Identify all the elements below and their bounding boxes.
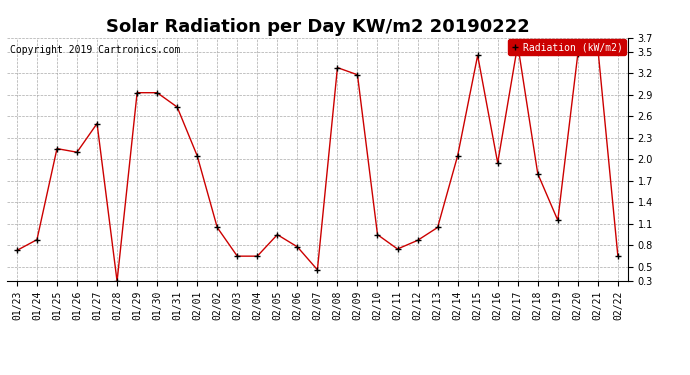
Radiation (kW/m2) bbox=[133, 90, 141, 95]
Radiation (kW/m2) bbox=[33, 237, 41, 242]
Radiation (kW/m2) bbox=[473, 53, 482, 58]
Line: Radiation (kW/m2): Radiation (kW/m2) bbox=[14, 42, 621, 284]
Radiation (kW/m2) bbox=[253, 254, 262, 258]
Radiation (kW/m2) bbox=[413, 238, 422, 243]
Radiation (kW/m2) bbox=[453, 153, 462, 158]
Radiation (kW/m2) bbox=[53, 146, 61, 151]
Radiation (kW/m2) bbox=[593, 46, 602, 51]
Radiation (kW/m2) bbox=[233, 254, 242, 258]
Radiation (kW/m2) bbox=[73, 150, 81, 154]
Radiation (kW/m2) bbox=[273, 232, 282, 237]
Radiation (kW/m2) bbox=[513, 42, 522, 47]
Radiation (kW/m2) bbox=[573, 52, 582, 56]
Radiation (kW/m2) bbox=[433, 225, 442, 230]
Radiation (kW/m2) bbox=[93, 121, 101, 126]
Radiation (kW/m2) bbox=[113, 279, 121, 284]
Radiation (kW/m2) bbox=[193, 153, 201, 158]
Radiation (kW/m2) bbox=[333, 65, 342, 70]
Radiation (kW/m2) bbox=[293, 244, 302, 249]
Radiation (kW/m2) bbox=[213, 225, 221, 230]
Radiation (kW/m2) bbox=[393, 247, 402, 251]
Radiation (kW/m2) bbox=[353, 72, 362, 77]
Radiation (kW/m2) bbox=[493, 161, 502, 165]
Radiation (kW/m2) bbox=[533, 171, 542, 176]
Radiation (kW/m2) bbox=[153, 90, 161, 95]
Radiation (kW/m2) bbox=[553, 218, 562, 223]
Radiation (kW/m2) bbox=[313, 267, 322, 272]
Radiation (kW/m2) bbox=[173, 105, 181, 109]
Text: Copyright 2019 Cartronics.com: Copyright 2019 Cartronics.com bbox=[10, 45, 180, 55]
Legend: Radiation (kW/m2): Radiation (kW/m2) bbox=[508, 39, 626, 55]
Title: Solar Radiation per Day KW/m2 20190222: Solar Radiation per Day KW/m2 20190222 bbox=[106, 18, 529, 36]
Radiation (kW/m2) bbox=[373, 232, 382, 237]
Radiation (kW/m2) bbox=[613, 254, 622, 258]
Radiation (kW/m2) bbox=[13, 248, 21, 253]
